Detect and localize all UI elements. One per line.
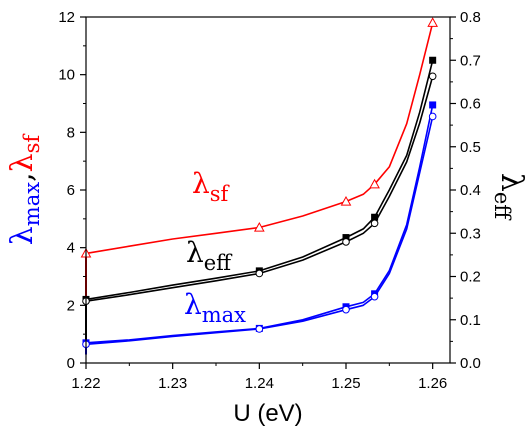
series-0-point-1 [253,221,265,232]
series-4-point-4 [428,112,437,121]
x-axis-title: U (eV) [233,400,302,427]
series-0-point-2 [340,196,352,206]
series-1-point-4 [429,56,437,64]
series-4-point-1 [255,325,264,333]
series-label-lambda: λ [192,167,210,200]
series-label-sf: λsf [192,167,231,206]
y-left-title-separator: , [5,172,40,182]
x-tick-label: 1.24 [245,375,274,392]
series-label-sub: sf [210,182,231,206]
y-right-tick-label: 0.1 [460,312,481,329]
x-tick-label: 1.26 [418,375,447,392]
series-1-point-3 [371,213,379,221]
y-left-tick-label: 2 [67,297,75,314]
series-label-sub: max [202,303,246,327]
y-left-axis-title: λmax,λsf [5,133,44,246]
series-2-point-3 [370,219,379,228]
series-3-point-4 [429,101,437,109]
y-left-tick-label: 0 [67,355,75,372]
y-right-tick-label: 0.7 [460,52,481,69]
y-left-tick-label: 10 [58,67,75,84]
series-2-point-2 [342,238,350,246]
y-left-tick-label: 4 [67,240,75,257]
y-right-tick-label: 0.4 [460,182,481,199]
series-0-point-4 [427,17,439,27]
series-1-point-2 [342,234,350,242]
series-4-point-3 [370,292,379,301]
y-left-title-lambda-max: λ [5,226,40,245]
axes-group: 1.22 1.23 1.24 1.25 1.26 0 2 4 6 8 10 12 0.0 0.1 0.2 0.… [58,9,481,392]
y-right-title-lambda: λ [494,173,529,192]
y-right-tick-label: 0.5 [460,139,481,156]
y-right-axis-title: λeff [490,173,529,221]
y-left-title-lambda-sf: λ [5,153,40,172]
y-right-tick-label: 0.2 [460,269,481,286]
series-label-max: λmax [184,288,246,327]
y-right-tick-label: 0.6 [460,96,481,113]
series-0-point-3 [369,178,380,189]
series-4-point-2 [342,305,350,314]
y-left-tick-label: 12 [58,9,75,26]
series-label-lambda: λ [184,288,202,321]
y-left-title-sub-sf: sf [20,133,44,154]
series-2-point-4 [428,72,437,81]
series-2-point-1 [255,269,264,278]
series-label-lambda: λ [186,236,204,269]
y-right-tick-label: 0.0 [460,355,481,372]
y-left-tick-label: 6 [67,182,75,199]
series-group [80,17,439,355]
y-left-tick-label: 8 [67,124,75,141]
x-tick-label: 1.23 [158,375,187,392]
y-right-tick-label: 0.3 [460,225,481,242]
y-left-title-sub-max: max [20,182,44,226]
x-tick-label: 1.25 [331,375,360,392]
x-tick-label: 1.22 [71,375,100,392]
y-right-tick-label: 0.8 [460,9,481,26]
series-label-eff: λeff [186,236,233,275]
y-right-title-sub: eff [490,192,514,221]
series-label-sub: eff [204,251,233,275]
